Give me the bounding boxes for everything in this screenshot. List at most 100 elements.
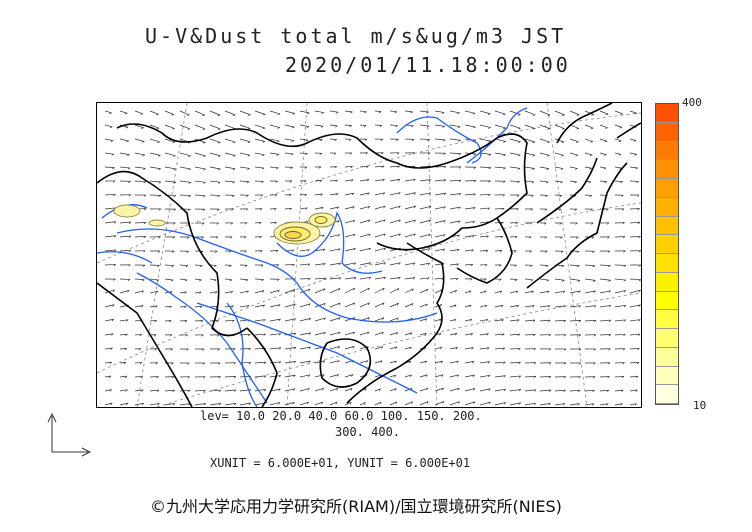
wind-arrow	[524, 138, 536, 143]
wind-arrow	[209, 389, 221, 392]
wind-arrow	[554, 152, 564, 156]
wind-arrow	[374, 401, 382, 406]
wind-arrow-head	[382, 179, 385, 182]
wind-arrow	[194, 166, 206, 170]
wind-arrow-head	[260, 264, 264, 267]
wind-arrow	[584, 124, 594, 129]
wind-arrow-head	[638, 264, 641, 267]
wind-arrow-head	[503, 388, 506, 392]
wind-arrow-head	[413, 219, 416, 223]
wind-arrow-head	[381, 331, 384, 335]
wind-arrow-head	[454, 333, 458, 336]
wind-arrow-head	[319, 152, 322, 155]
wind-arrow-head	[442, 401, 445, 404]
wind-arrow-head	[215, 236, 219, 239]
wind-arrow	[314, 332, 326, 336]
wind-arrow-head	[202, 195, 206, 198]
wind-arrow-head	[532, 319, 536, 322]
wind-arrow-head	[621, 376, 625, 379]
color-scale-bar	[655, 103, 679, 405]
wind-arrow	[389, 401, 398, 406]
wind-arrow-head	[578, 362, 581, 365]
wind-arrow-head	[382, 192, 386, 195]
wind-arrow-head	[637, 222, 641, 225]
wind-arrow	[254, 124, 266, 129]
wind-arrow	[314, 248, 325, 252]
wind-arrow-head	[398, 262, 401, 265]
wind-arrow	[419, 288, 428, 294]
wind-arrow	[539, 166, 549, 169]
wind-arrow-head	[201, 348, 205, 351]
wind-arrow	[239, 290, 249, 294]
wind-arrow-head	[514, 250, 517, 253]
wind-arrow	[359, 219, 371, 224]
wind-arrow	[359, 331, 370, 336]
wind-arrow	[464, 361, 475, 364]
wind-arrow-head	[199, 305, 203, 309]
wind-arrow-head	[410, 111, 413, 114]
wind-arrow-head	[245, 208, 249, 211]
wind-arrow	[614, 304, 626, 308]
wind-arrow	[449, 249, 460, 252]
wind-arrow	[104, 289, 115, 294]
wind-arrow-head	[322, 360, 326, 363]
wind-arrow-head	[263, 375, 267, 378]
wind-arrow	[374, 331, 384, 336]
wind-arrow	[119, 110, 128, 114]
wind-arrow	[149, 278, 159, 281]
wind-arrow-head	[426, 387, 429, 391]
wind-arrow-head	[638, 319, 641, 322]
wind-arrow-head	[637, 348, 640, 351]
wind-arrow-head	[501, 208, 505, 211]
wind-arrow-head	[637, 208, 640, 211]
wind-arrow	[299, 303, 311, 308]
wind-arrow-head	[397, 165, 400, 168]
wind-arrow-head	[488, 401, 491, 405]
wind-arrow	[374, 247, 386, 252]
wind-arrow-head	[533, 375, 537, 379]
wind-arrow	[359, 346, 369, 350]
wind-arrow	[404, 303, 414, 308]
wind-arrow-head	[559, 222, 562, 225]
wind-arrow-head	[383, 277, 386, 280]
wind-arrow	[569, 124, 580, 129]
wind-arrow-head	[128, 194, 131, 197]
wind-arrow	[449, 289, 457, 294]
wind-arrow-head	[305, 207, 308, 210]
wind-arrow-head	[410, 332, 413, 335]
wind-arrow-head	[337, 360, 340, 363]
wind-arrow	[539, 403, 551, 406]
wind-arrow	[599, 180, 607, 183]
wind-arrow	[119, 375, 127, 378]
wind-arrow-head	[638, 236, 641, 239]
wind-arrow	[389, 374, 396, 378]
wind-arrow-head	[244, 236, 247, 239]
wind-arrow-head	[606, 222, 610, 225]
wind-arrow	[629, 289, 641, 294]
wind-arrow-head	[109, 361, 112, 365]
wind-arrow-head	[428, 179, 431, 182]
wind-arrow-head	[487, 207, 490, 210]
wind-arrow	[554, 110, 565, 116]
wind-arrow-head	[217, 142, 221, 144]
wind-arrow-head	[621, 389, 624, 392]
wind-arrow-head	[172, 250, 175, 253]
wind-arrow-head	[336, 388, 339, 391]
wind-arrow-head	[184, 279, 188, 282]
wind-arrow	[299, 360, 311, 364]
wind-arrow-head	[292, 264, 295, 267]
wind-arrow	[509, 333, 520, 336]
wind-arrow	[584, 305, 596, 308]
wind-arrow	[344, 302, 356, 308]
wind-arrow-head	[124, 348, 127, 351]
wind-arrow-head	[338, 302, 341, 306]
wind-arrow-head	[109, 126, 113, 129]
wind-arrow	[119, 348, 127, 350]
wind-arrow-head	[547, 305, 551, 308]
wind-arrow-head	[485, 249, 489, 253]
wind-arrow-head	[638, 250, 641, 253]
wind-arrow-head	[636, 362, 640, 365]
wind-arrow	[299, 110, 310, 114]
wind-arrow	[434, 124, 445, 127]
wind-arrow	[494, 166, 506, 169]
